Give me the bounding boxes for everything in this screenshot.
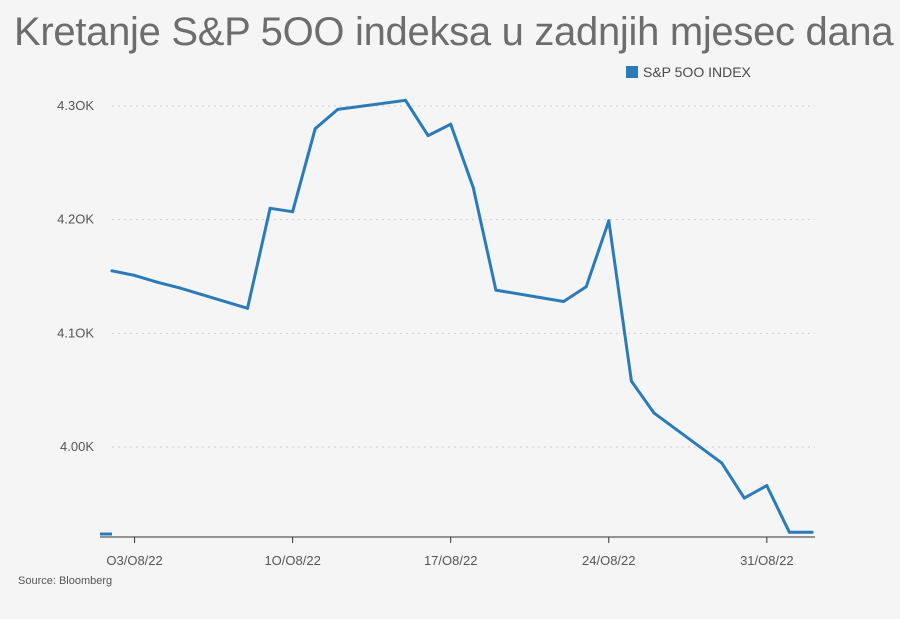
data-point: [426, 134, 430, 138]
data-point: [494, 288, 498, 292]
data-point: [584, 285, 588, 289]
data-point: [110, 269, 114, 273]
y-tick-label: 4.2OK: [57, 212, 94, 227]
legend: S&P 5OO INDEX: [626, 64, 751, 80]
data-point: [313, 127, 317, 131]
x-tick-label: 1O/O8/22: [264, 553, 320, 568]
data-point: [245, 306, 249, 310]
legend-label: S&P 5OO INDEX: [643, 64, 751, 80]
data-point: [449, 122, 453, 126]
data-point: [765, 484, 769, 488]
data-point: [607, 219, 611, 223]
data-point: [720, 461, 724, 465]
data-point: [336, 107, 340, 111]
y-tick-label: 4.00K: [60, 439, 94, 454]
y-tick-label: 4.3OK: [57, 98, 94, 113]
x-tick-label: 24/O8/22: [582, 553, 636, 568]
data-point: [629, 379, 633, 383]
y-tick-label: 4.1OK: [57, 325, 94, 340]
data-point: [268, 206, 272, 210]
data-point: [742, 496, 746, 500]
data-point: [155, 280, 159, 284]
chart-title: Kretanje S&P 5OO indeksa u zadnjih mjese…: [14, 10, 894, 54]
data-point: [810, 530, 814, 534]
data-point: [652, 411, 656, 415]
data-point: [291, 210, 295, 214]
source-note: Source: Bloomberg: [18, 575, 113, 587]
data-point: [133, 273, 137, 277]
data-point: [787, 530, 791, 534]
legend-swatch: [626, 66, 638, 78]
data-point: [178, 286, 182, 290]
series-line: [110, 98, 814, 534]
x-tick-label: 31/O8/22: [740, 553, 794, 568]
x-tick-label: O3/O8/22: [106, 553, 162, 568]
data-point: [471, 186, 475, 190]
data-point: [404, 98, 408, 102]
x-tick-label: 17/O8/22: [424, 553, 478, 568]
data-point: [562, 300, 566, 304]
